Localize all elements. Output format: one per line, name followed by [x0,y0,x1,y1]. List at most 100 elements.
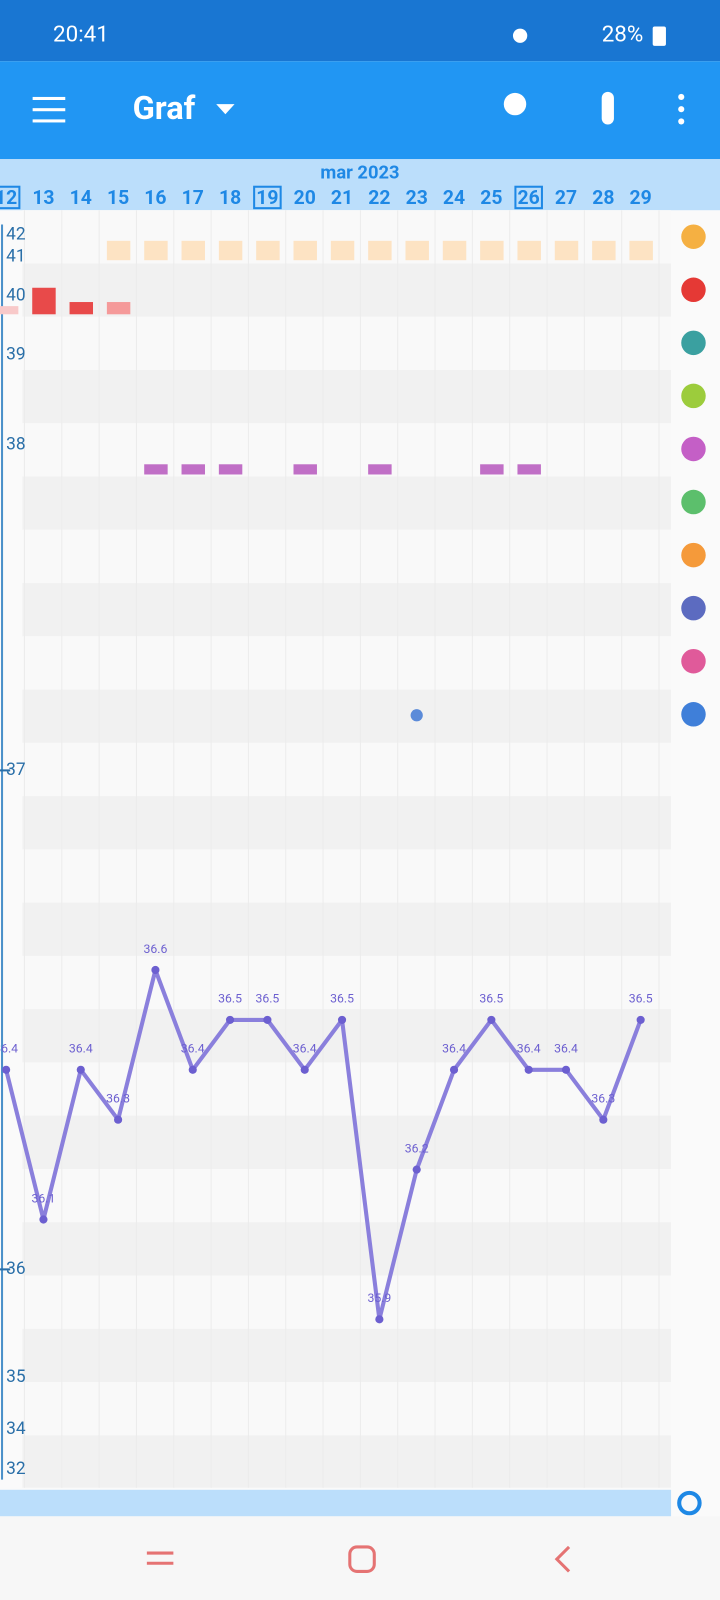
cervical-marker [293,240,317,261]
legend-icon [681,542,706,568]
row-stripe [22,1328,672,1383]
temperature-point [375,1315,384,1324]
cervical-marker [554,240,579,261]
row-stripe [22,849,672,903]
app-bar [0,61,720,160]
intercourse-marker [181,464,205,475]
date-box [253,185,282,210]
temperature-label: 35.9 [367,1291,391,1305]
month-label: mar 2023 [320,162,399,183]
temperature-label: 36.6 [143,942,167,956]
menu-button[interactable] [32,96,66,123]
date-label: 24 [443,186,465,209]
location-icon [512,28,528,43]
temperature-label: 36.1 [32,1191,56,1205]
axis-label: 42 [6,224,26,244]
axis-label: 38 [6,434,25,454]
legend-icon [681,224,706,249]
date-box [0,185,21,210]
date-label: 26 [518,186,540,209]
date-label: 23 [406,186,428,209]
row-stripe [22,636,672,690]
temperature-point [263,1015,272,1024]
temperature-label: 36.2 [405,1141,429,1155]
row-stripe [22,370,672,424]
date-label: 12 [0,186,17,209]
app-title[interactable]: Graf [133,89,196,127]
temperature-point [337,1015,347,1024]
legend-icon [681,277,706,303]
sync-icon [677,1490,702,1516]
legend-icon [681,702,706,727]
cervical-marker [106,240,131,261]
axis-label: 34 [6,1419,26,1439]
row-stripe [22,689,672,743]
status-bar [0,0,720,62]
temperature-label: 36.4 [442,1042,466,1056]
axis-label: 36 [6,1259,25,1279]
cervical-marker [368,240,392,261]
date-label: 25 [480,186,502,209]
temperature-label: 36.4 [554,1042,578,1056]
row-stripe [22,263,672,317]
cycle-strip [0,1489,672,1517]
row-stripe [22,742,672,797]
more-button[interactable] [678,93,685,125]
date-label: 16 [144,186,166,209]
date-label: 28 [592,186,614,209]
tips-button[interactable] [503,92,527,116]
row-stripe [22,1115,672,1169]
row-stripe [22,902,672,956]
intercourse-marker [218,464,243,475]
date-label: 22 [368,186,390,209]
temperature-point [524,1065,533,1074]
back-button[interactable] [554,1545,571,1573]
cervical-marker [330,240,355,261]
temperature-label: 36.4 [293,1042,317,1056]
temperature-label: 36.4 [69,1042,93,1056]
date-box [514,185,543,210]
temperature-point [76,1065,85,1074]
temperature-label: 36.4 [0,1042,18,1056]
cervical-marker [592,240,616,261]
row-stripe [22,1435,672,1488]
row-stripe [22,1382,672,1436]
temperature-line [4,967,643,1322]
recent-apps-button[interactable] [146,1551,174,1565]
row-stripe [22,423,672,477]
chart-area: 1213141516171819202122232425262728293456… [0,185,706,1516]
temperature-label: 36.3 [591,1092,615,1106]
temperature-point [300,1065,309,1074]
row-stripe [22,316,672,370]
row-stripe [22,476,672,530]
temperature-point [2,1065,11,1074]
axis-label: 41 [6,247,25,267]
axis-label: 40 [6,285,25,305]
date-label: 21 [331,186,353,209]
status-battery: 28% [602,22,644,48]
date-label: 13 [32,186,54,209]
axis-label: 39 [6,345,25,365]
nav-bar [0,1516,720,1600]
date-label: 19 [256,186,278,209]
legend-icon [681,436,706,462]
date-label: 27 [555,186,577,209]
date-label: 15 [107,186,129,209]
legend-icon [681,595,706,621]
axis-label: 37 [6,760,25,780]
intercourse-marker [517,464,541,475]
bleeding-marker [106,302,131,315]
home-button[interactable] [348,1545,376,1573]
note-marker [410,709,423,722]
intercourse-marker [368,464,392,475]
date-label: 17 [182,186,204,209]
dropdown-arrow[interactable] [216,104,235,115]
cervical-marker [629,240,653,261]
intercourse-marker [480,464,504,475]
temperature-button[interactable] [601,91,614,125]
cervical-marker [405,240,429,261]
cervical-marker [144,240,168,261]
date-label: 29 [630,186,652,209]
